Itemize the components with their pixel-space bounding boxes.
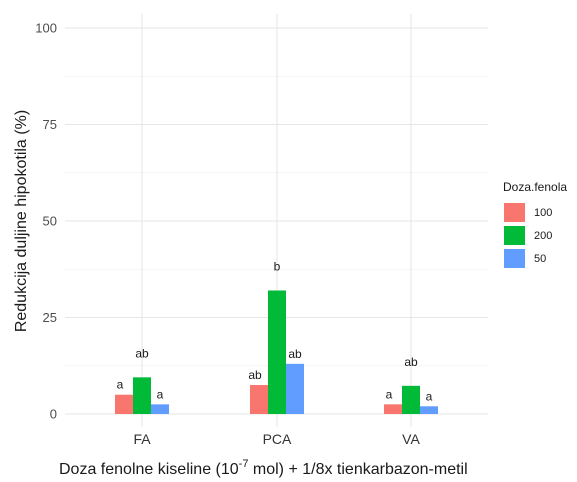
significance-label: ab: [288, 347, 302, 361]
significance-label: a: [426, 389, 433, 403]
bar-va-50: [420, 406, 438, 414]
significance-label: a: [157, 387, 164, 401]
significance-label: ab: [404, 355, 418, 369]
significance-labels: a ab a ab b ab a ab a: [117, 259, 433, 403]
y-tick-label: 25: [43, 310, 57, 325]
legend-label: 50: [534, 253, 546, 265]
x-category-label: VA: [402, 431, 420, 447]
significance-label: a: [117, 378, 124, 392]
significance-label: b: [274, 259, 281, 273]
y-tick-label: 75: [43, 117, 57, 132]
bar-va-200: [402, 385, 420, 414]
bar-va-100: [384, 404, 402, 414]
x-axis-categories: FA PCA VA: [133, 431, 420, 447]
significance-label: a: [386, 387, 393, 401]
bar-fa-200: [133, 377, 151, 414]
legend-label: 200: [534, 230, 552, 242]
bar-fa-50: [151, 404, 169, 414]
x-axis-title-prefix: Doza fenolne kiseline (10: [59, 461, 239, 478]
x-axis-title-exponent: -7: [239, 458, 249, 470]
legend-label: 100: [534, 207, 552, 219]
y-tick-label: 100: [35, 21, 57, 36]
x-axis-title: Doza fenolne kiseline (10-7 mol) + 1/8x …: [59, 458, 468, 478]
legend-key-200: [504, 226, 525, 245]
bar-pca-100: [250, 385, 268, 414]
legend-title: Doza.fenola: [503, 180, 567, 194]
x-category-label: FA: [133, 431, 151, 447]
bar-pca-50: [286, 363, 304, 414]
significance-label: ab: [135, 346, 149, 360]
y-axis-title: Redukcija duljine hipokotila (%): [13, 110, 30, 332]
bar-pca-200: [268, 290, 286, 414]
x-category-label: PCA: [263, 431, 292, 447]
y-axis-ticks: 0 25 50 75 100: [35, 21, 57, 422]
x-axis-title-suffix: mol) + 1/8x tienkarbazon-metil: [248, 461, 467, 478]
legend: Doza.fenola 100 200 50: [503, 180, 567, 268]
y-tick-label: 50: [43, 214, 57, 229]
bars: [115, 290, 438, 414]
legend-key-50: [504, 249, 525, 268]
y-tick-label: 0: [50, 407, 57, 422]
significance-label: ab: [248, 368, 262, 382]
legend-key-100: [504, 203, 525, 222]
bar-fa-100: [115, 394, 133, 414]
